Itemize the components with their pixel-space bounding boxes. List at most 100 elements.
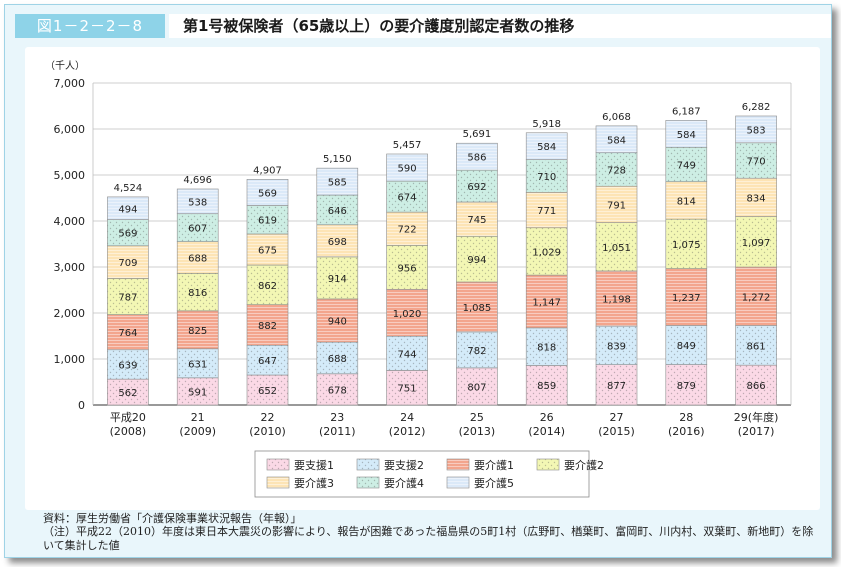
- segment-value-label: 584: [607, 135, 626, 146]
- segment-value-label: 744: [398, 349, 417, 360]
- segment-value-label: 1,075: [672, 240, 701, 251]
- footnote: （注）平成22（2010）年度は東日本大震災の影響により、報告が困難であった福島…: [43, 525, 814, 552]
- total-value-label: 5,150: [323, 154, 352, 165]
- source-note: 資料：厚生労働省「介護保険事業状況報告（年報）」: [43, 512, 302, 525]
- bar-segment: [176, 273, 219, 312]
- bar-segment: [246, 304, 289, 346]
- bar-segment: [386, 153, 428, 182]
- segment-value-label: 639: [118, 360, 137, 371]
- segment-value-label: 1,198: [602, 295, 631, 306]
- total-value-label: 6,068: [602, 112, 631, 123]
- x-tick-sublabel: (2013): [459, 425, 496, 438]
- segment-value-label: 770: [747, 157, 766, 168]
- legend-label: 要支援2: [384, 458, 424, 472]
- bar-segment: [176, 348, 219, 379]
- legend-label: 要介護4: [384, 476, 424, 490]
- segment-value-label: 877: [607, 381, 626, 392]
- y-tick-label: 0: [78, 399, 85, 412]
- y-tick-label: 1,000: [54, 353, 86, 366]
- segment-value-label: 647: [258, 356, 277, 367]
- bar-segment: [595, 364, 638, 406]
- segment-value-label: 825: [188, 326, 207, 337]
- segment-value-label: 940: [328, 317, 347, 328]
- bar-segment: [107, 219, 149, 247]
- bar-segment: [525, 191, 568, 229]
- y-tick-label: 6,000: [54, 123, 86, 136]
- bar-segment: [525, 227, 568, 276]
- bar-segment: [316, 224, 359, 258]
- bar-segment: [316, 373, 359, 406]
- segment-value-label: 882: [258, 321, 277, 332]
- bar-segment: [176, 213, 219, 242]
- legend-swatch: [356, 458, 380, 471]
- segment-value-label: 586: [467, 153, 486, 164]
- segment-value-label: 591: [188, 387, 207, 398]
- total-value-label: 5,457: [393, 140, 422, 151]
- x-tick-sublabel: (2008): [110, 425, 147, 438]
- bar-segment: [386, 180, 428, 213]
- segment-value-label: 607: [188, 224, 207, 235]
- segment-value-label: 728: [607, 165, 626, 176]
- bar-segment: [665, 218, 708, 269]
- segment-value-label: 722: [398, 225, 417, 236]
- segment-value-label: 688: [328, 354, 347, 365]
- bar-segment: [735, 266, 777, 326]
- segment-value-label: 749: [677, 160, 696, 171]
- segment-value-label: 771: [537, 206, 556, 217]
- segment-value-label: 709: [118, 258, 137, 269]
- bar-segment: [246, 179, 289, 206]
- bar-segment: [107, 245, 149, 279]
- x-tick-label: 26: [540, 411, 554, 424]
- segment-value-label: 791: [607, 200, 626, 211]
- total-value-label: 4,524: [114, 183, 143, 194]
- bar-segment: [176, 310, 219, 350]
- x-tick-label: 28: [679, 411, 693, 424]
- total-value-label: 5,691: [463, 129, 492, 140]
- bar-segment: [525, 365, 568, 406]
- segment-value-label: 590: [398, 164, 417, 175]
- legend-swatch: [446, 476, 470, 489]
- bar-segment: [107, 314, 149, 351]
- x-tick-sublabel: (2012): [389, 425, 426, 438]
- legend-label: 要介護1: [474, 458, 514, 472]
- segment-value-label: 839: [607, 341, 626, 352]
- segment-value-label: 861: [747, 341, 766, 352]
- bar-segment: [456, 142, 498, 171]
- bar-segment: [595, 125, 638, 154]
- segment-value-label: 678: [328, 385, 347, 396]
- bar-segment: [735, 216, 777, 268]
- bar-segment: [246, 264, 289, 305]
- y-axis-unit: （千人）: [45, 60, 85, 72]
- bar-segment: [735, 364, 777, 406]
- chart-panel: 0 1,000 2,000 3,000 4,000 5,000 6,000 7,000 （千人）…: [25, 47, 820, 510]
- bar-segment: [107, 196, 149, 220]
- bar-segment: [665, 181, 708, 220]
- segment-value-label: 494: [118, 204, 137, 215]
- segment-value-label: 1,051: [602, 243, 631, 254]
- segment-value-label: 807: [467, 382, 486, 393]
- segment-value-label: 562: [118, 388, 137, 399]
- bar-segment: [665, 120, 708, 148]
- legend-swatch: [536, 458, 560, 471]
- bar-segment: [107, 349, 149, 380]
- bar-segment: [316, 298, 359, 343]
- bar-segment: [735, 177, 777, 217]
- x-tick-sublabel: (2009): [179, 425, 216, 438]
- bar-segment: [595, 152, 638, 187]
- bar-segment: [176, 188, 219, 215]
- x-tick-label: 21: [191, 411, 205, 424]
- segment-value-label: 1,020: [393, 309, 422, 320]
- bar-segment: [525, 274, 568, 329]
- x-tick-sublabel: (2015): [598, 425, 635, 438]
- total-value-label: 4,907: [253, 165, 282, 176]
- segment-value-label: 585: [328, 178, 347, 189]
- bar-segment: [456, 367, 498, 406]
- y-tick-label: 2,000: [54, 307, 86, 320]
- segment-value-label: 1,272: [742, 292, 771, 303]
- total-value-label: 6,187: [672, 106, 701, 117]
- bar-segment: [107, 278, 149, 315]
- segment-value-label: 834: [747, 193, 766, 204]
- segment-value-label: 751: [398, 384, 417, 395]
- segment-value-label: 619: [258, 216, 277, 227]
- segment-value-label: 859: [537, 381, 556, 392]
